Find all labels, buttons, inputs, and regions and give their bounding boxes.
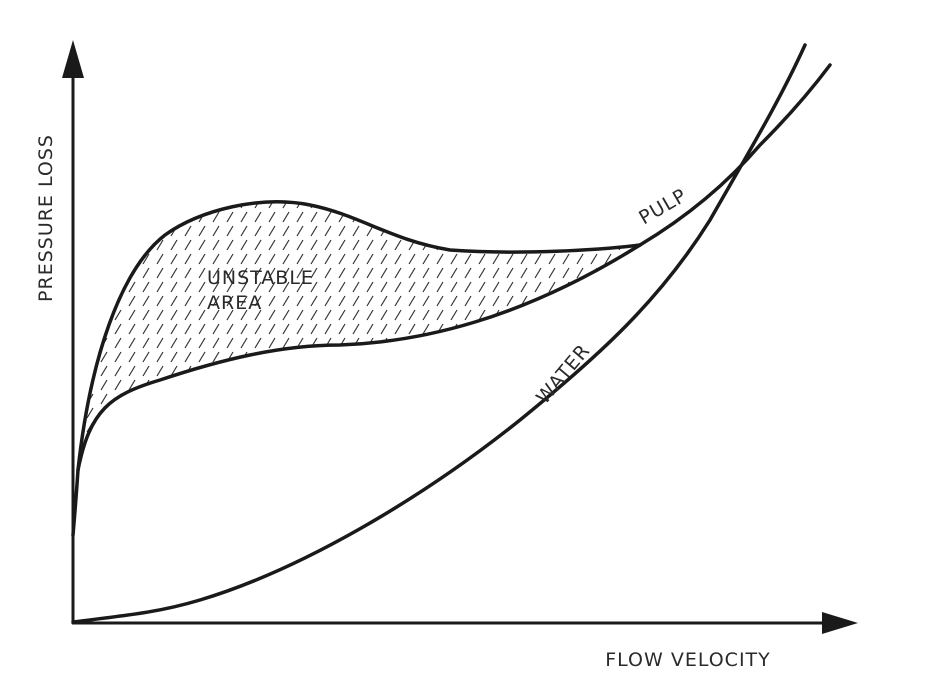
pulp-lower-curve [76, 243, 642, 472]
x-arrow [822, 612, 858, 634]
curve-label: WATER [532, 340, 595, 409]
water-curve [71, 43, 807, 624]
unstable-region [78, 201, 640, 471]
x-axis-label: FLOW VELOCITY [605, 649, 771, 671]
region-label: UNSTABLE [207, 267, 314, 289]
pulp-curve [638, 63, 832, 247]
y-axis-label: PRESSURE LOSS [35, 134, 57, 302]
curve-label: PULP [635, 184, 691, 229]
y-arrow [62, 40, 84, 78]
region-label: AREA [207, 292, 262, 314]
